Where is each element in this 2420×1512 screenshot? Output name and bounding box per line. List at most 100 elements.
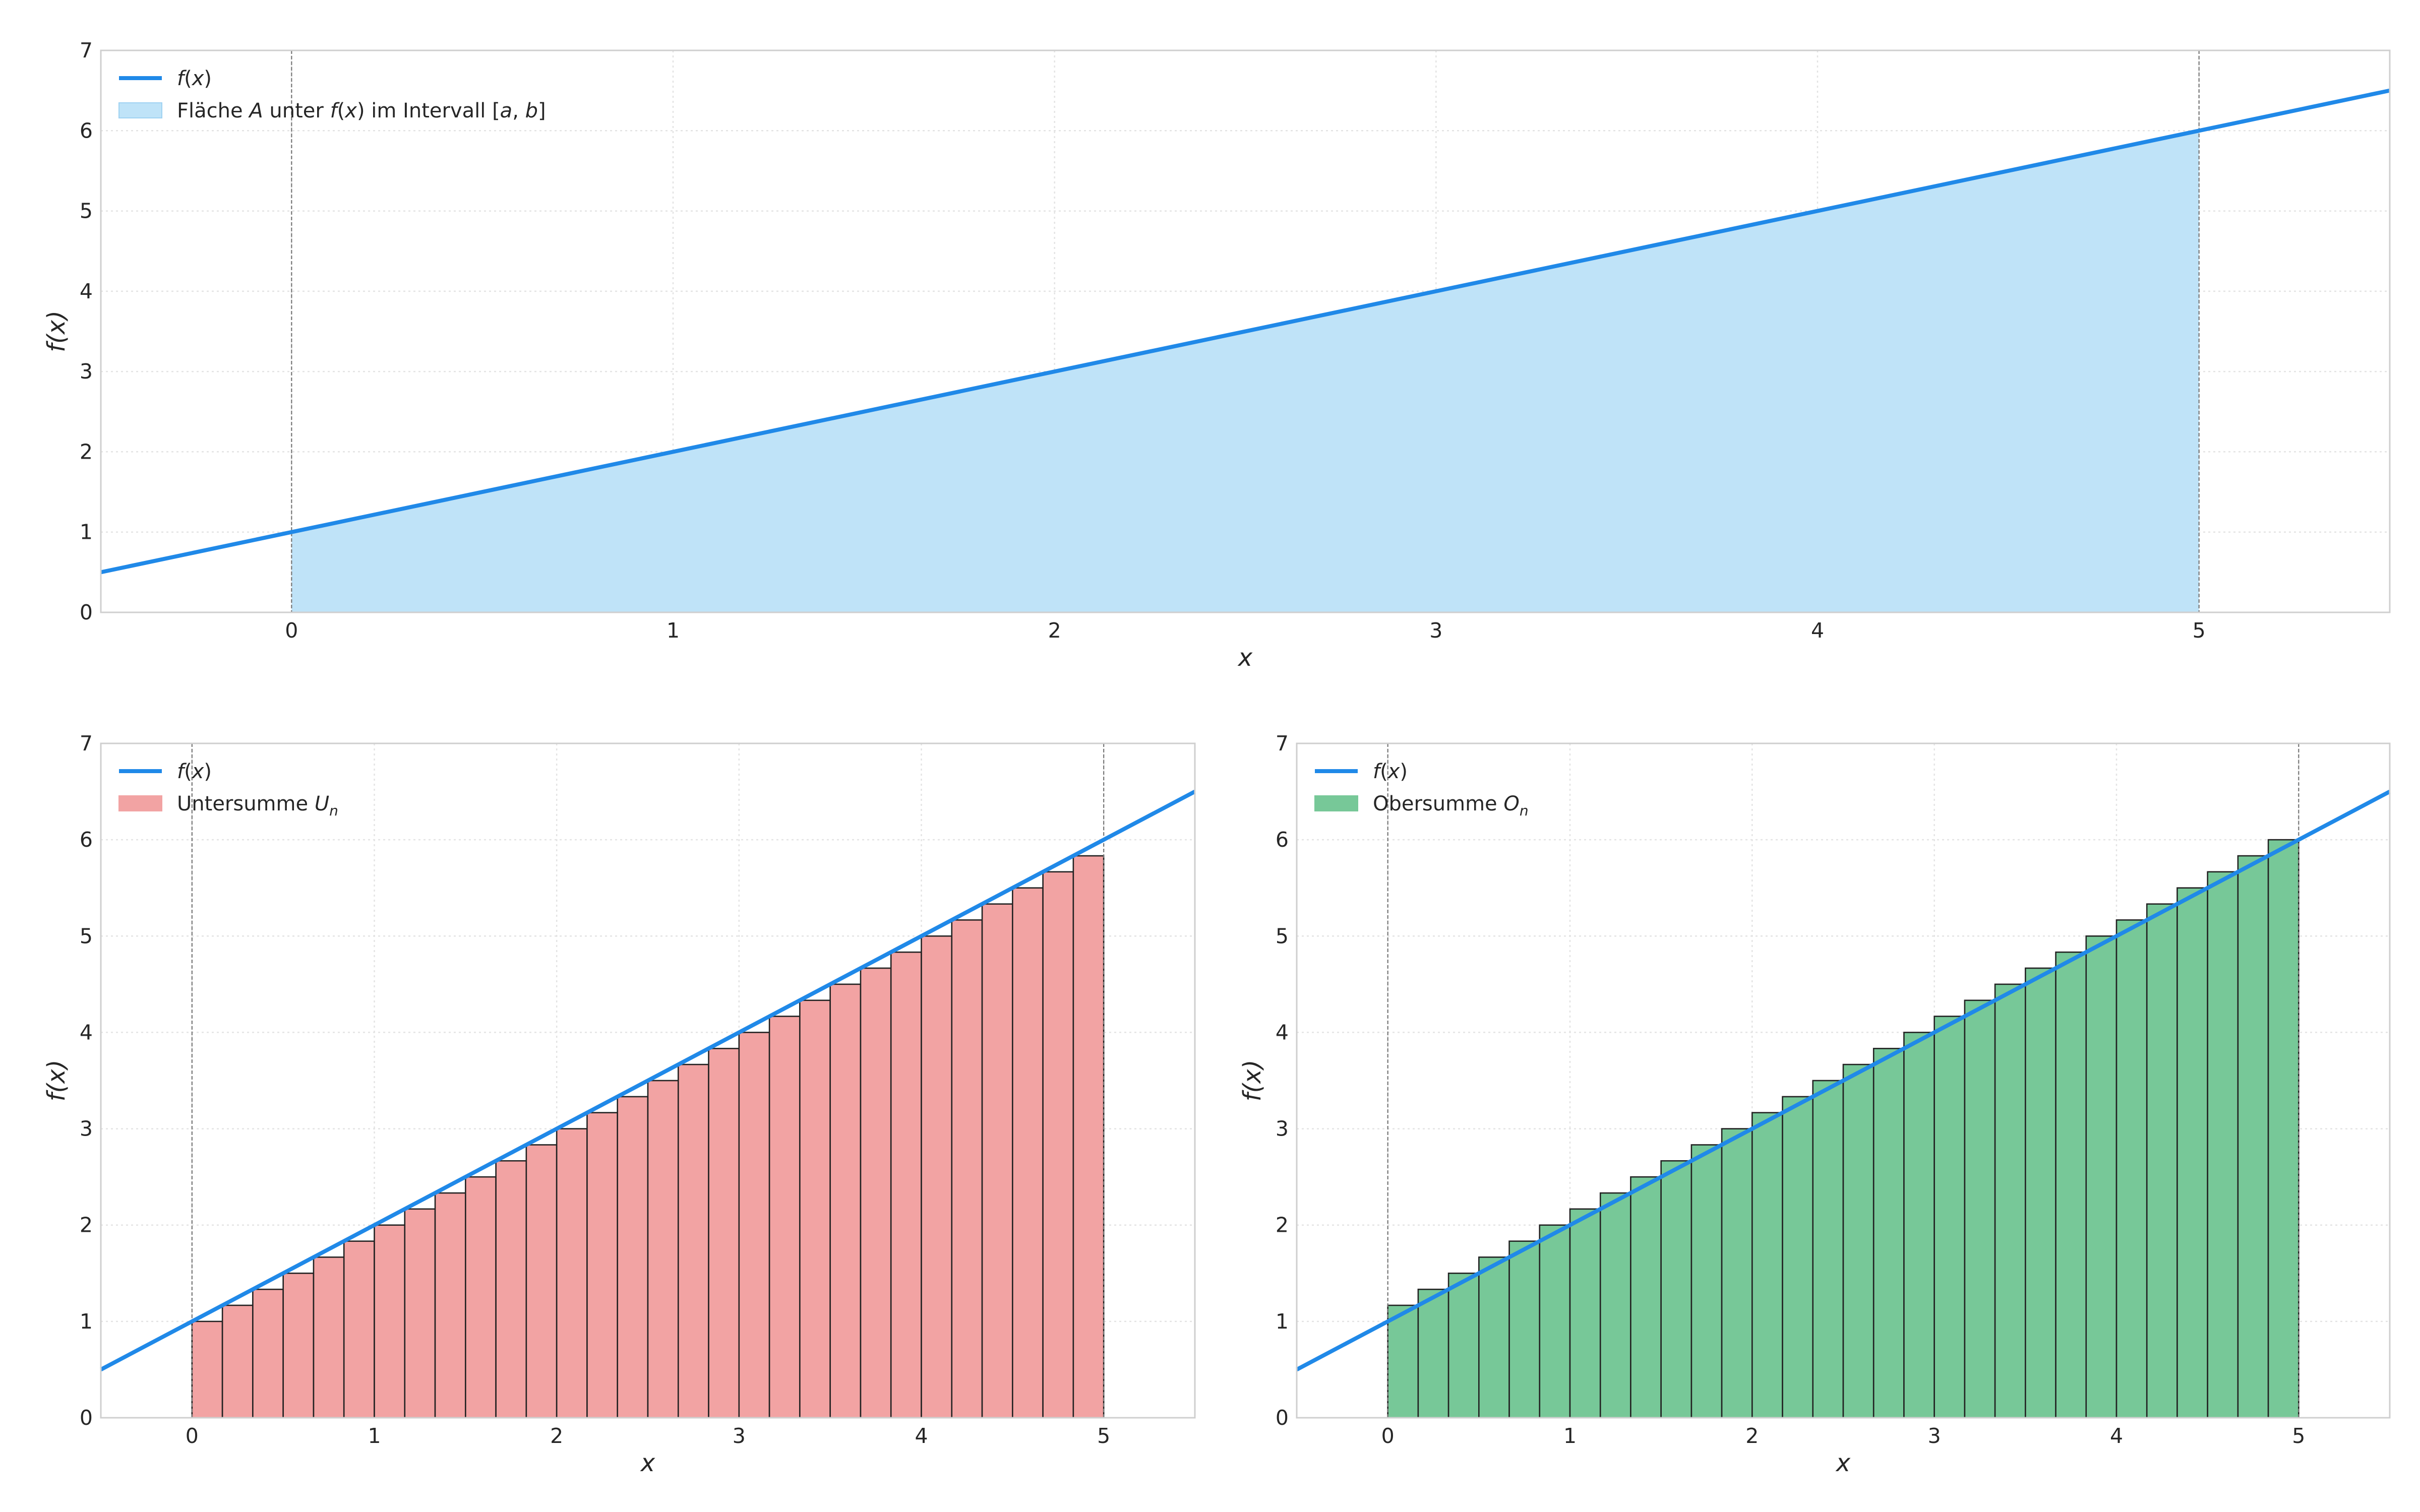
axes-frame: [100, 49, 2391, 613]
sum-bar: [2237, 855, 2269, 1419]
y-tick-label: 3: [80, 1117, 93, 1141]
x-tick-label: 1: [1563, 1424, 1577, 1448]
sum-bar: [1478, 1256, 1510, 1419]
sum-bar: [677, 1063, 709, 1419]
y-tick-label: 2: [80, 1213, 93, 1237]
sum-bar: [1842, 1063, 1874, 1419]
y-tick-label: 4: [80, 279, 93, 303]
y-axis-label: f(x): [1238, 1060, 1266, 1102]
sum-bar: [1933, 1016, 1966, 1419]
y-tick-label: 2: [1276, 1213, 1289, 1237]
sum-bar: [1721, 1128, 1753, 1419]
x-tick-label: 0: [1381, 1424, 1395, 1448]
sum-bar: [921, 935, 953, 1419]
x-tick-label: 2: [1048, 618, 1061, 643]
legend-label: Fläche A unter f(x) im Intervall [a, b]: [177, 99, 546, 122]
sum-bar: [2115, 919, 2148, 1419]
sum-bar: [647, 1080, 679, 1419]
x-tick-label: 4: [2110, 1424, 2123, 1448]
x-axis-label: x: [1835, 1449, 1851, 1477]
y-tick-label: 4: [1276, 1020, 1289, 1044]
sum-bar: [1072, 855, 1105, 1419]
sum-bar: [1539, 1224, 1571, 1419]
sum-bar: [708, 1048, 740, 1419]
sum-bar: [1387, 1304, 1419, 1419]
sum-bar: [951, 919, 983, 1419]
axes-frame: [100, 742, 1196, 1419]
y-tick-label: 1: [80, 520, 93, 544]
sum-bar: [768, 1016, 801, 1419]
function-line: [1296, 790, 2391, 1371]
y-tick-label: 4: [80, 1020, 93, 1044]
x-tick-label: 5: [2193, 618, 2206, 643]
sum-bar: [1630, 1176, 1662, 1419]
sum-bar: [1751, 1112, 1783, 1419]
legend-label: Obersumme On: [1373, 792, 1529, 819]
sum-bar: [404, 1208, 436, 1419]
sum-bar: [1447, 1272, 1480, 1419]
x-tick-label: 5: [2292, 1424, 2305, 1448]
sum-bar: [221, 1304, 254, 1419]
sum-bar: [374, 1224, 406, 1419]
sum-bar: [1782, 1096, 1814, 1419]
sum-bar: [282, 1272, 315, 1419]
sum-bar: [2025, 967, 2056, 1419]
sum-bar: [495, 1160, 527, 1419]
x-tick-label: 3: [1928, 1424, 1941, 1448]
function-line: [100, 88, 2390, 575]
sum-bar: [1812, 1080, 1844, 1419]
sum-bar: [1569, 1208, 1601, 1419]
y-tick-label: 0: [80, 600, 93, 624]
legend-fill-swatch: [118, 795, 162, 811]
sum-bar: [617, 1096, 649, 1419]
sum-bar: [1690, 1144, 1723, 1419]
sum-bar: [829, 983, 862, 1419]
sum-bar: [2207, 871, 2239, 1419]
x-tick-label: 5: [1097, 1424, 1110, 1448]
legend-label: f(x): [1373, 760, 1408, 783]
sum-bar: [434, 1192, 466, 1419]
y-tick-label: 7: [80, 731, 93, 755]
y-tick-label: 2: [80, 439, 93, 464]
legend-label: f(x): [177, 67, 212, 90]
y-tick-label: 5: [1276, 924, 1289, 948]
plot-top-area: 0 1 2 3 4 5 0 1 2 3 4 5 6 7 x f(x) f(x) Fläche A unter f(…: [42, 38, 2391, 672]
sum-bar: [2055, 951, 2087, 1419]
sum-bar: [586, 1112, 619, 1419]
sum-bar: [252, 1288, 284, 1419]
sum-bar: [1660, 1160, 1692, 1419]
sum-bar: [860, 967, 892, 1419]
y-axis-label: f(x): [42, 1060, 71, 1102]
sum-bar: [313, 1256, 345, 1419]
x-axis-label: x: [1237, 644, 1253, 672]
y-tick-label: 6: [80, 118, 93, 143]
x-tick-label: 2: [550, 1424, 563, 1448]
sum-bar: [556, 1128, 588, 1419]
sum-bar: [1042, 871, 1074, 1419]
sum-bar: [738, 1032, 770, 1419]
plot-lower-sum: 0 1 2 3 4 5 0 1 2 3 4 5 6 7 x f(x) f(x) Untersumme Un: [42, 731, 1196, 1477]
x-tick-label: 0: [186, 1424, 199, 1448]
area-under-curve: [291, 131, 2199, 612]
sum-bar: [1599, 1192, 1631, 1419]
sum-bar: [1903, 1032, 1935, 1419]
x-axis-label: x: [640, 1449, 655, 1477]
x-tick-label: 2: [1745, 1424, 1759, 1448]
sum-bar: [1872, 1048, 1905, 1419]
sum-bar: [1417, 1288, 1449, 1419]
sum-bar: [2146, 903, 2178, 1419]
y-tick-label: 5: [80, 199, 93, 223]
x-tick-label: 4: [915, 1424, 928, 1448]
sum-bar: [2085, 935, 2118, 1419]
y-tick-label: 6: [80, 828, 93, 852]
axes-frame: [1296, 742, 2391, 1419]
sum-bar: [799, 999, 831, 1419]
y-tick-label: 0: [1276, 1406, 1289, 1430]
x-tick-label: 1: [368, 1424, 381, 1448]
plot-upper-sum: 0 1 2 3 4 5 0 1 2 3 4 5 6 7 x f(x) f(x) Obersumme On: [1238, 731, 2391, 1477]
y-tick-label: 1: [1276, 1309, 1289, 1334]
sum-bar: [890, 951, 922, 1419]
sum-bar: [2267, 839, 2300, 1419]
legend-fill-swatch: [118, 102, 162, 118]
function-line: [100, 790, 1196, 1371]
